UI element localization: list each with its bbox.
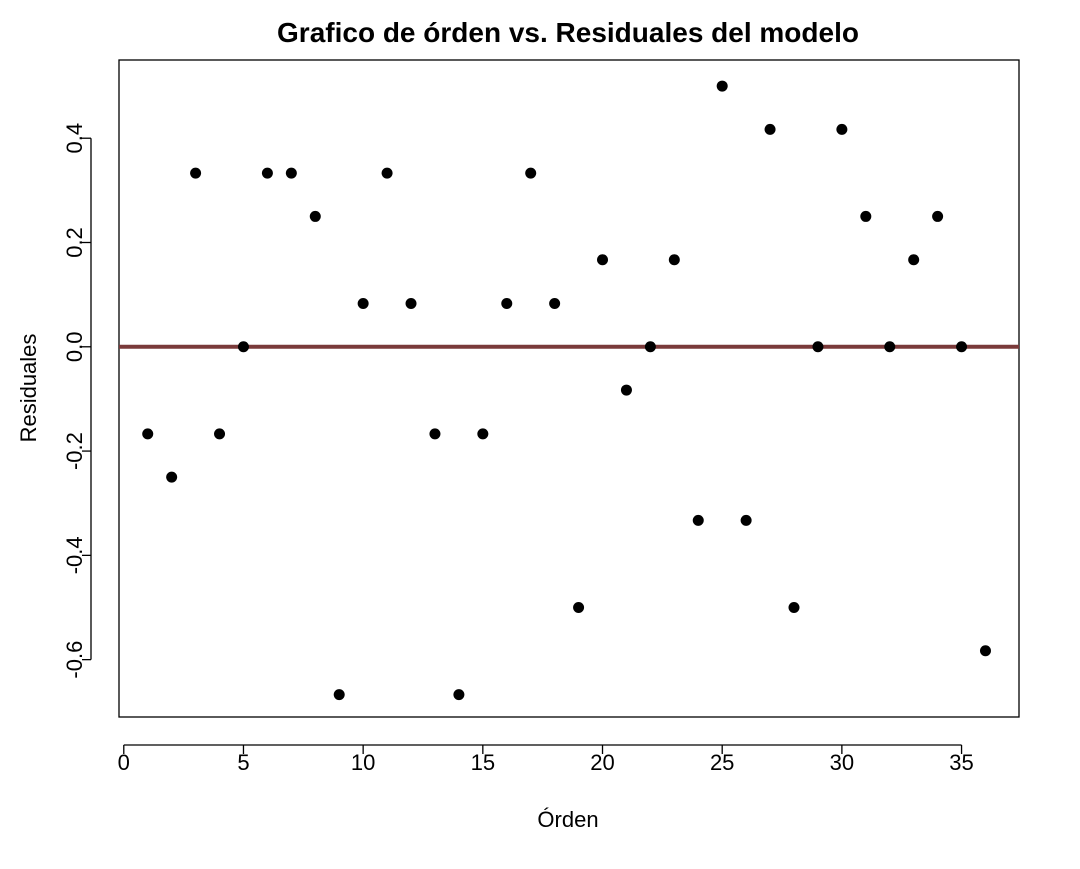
data-point bbox=[788, 602, 800, 613]
data-point bbox=[860, 210, 872, 222]
data-point bbox=[573, 602, 585, 613]
data-point bbox=[908, 254, 920, 266]
plot-frame bbox=[118, 59, 1020, 718]
data-point bbox=[884, 341, 896, 353]
data-point bbox=[190, 167, 202, 179]
data-point bbox=[932, 210, 944, 222]
data-point bbox=[429, 428, 441, 440]
y-tick-label: 0.0 bbox=[62, 331, 87, 362]
x-tick-label: 0 bbox=[118, 750, 130, 775]
data-point bbox=[620, 384, 632, 396]
y-tick-label: -0.2 bbox=[62, 432, 87, 470]
chart-title: Grafico de órden vs. Residuales del mode… bbox=[277, 17, 859, 48]
x-tick-label: 25 bbox=[710, 750, 734, 775]
y-tick-label: -0.6 bbox=[62, 641, 87, 679]
x-tick-label: 20 bbox=[590, 750, 614, 775]
data-point bbox=[453, 689, 465, 701]
data-point bbox=[285, 167, 297, 179]
data-point bbox=[668, 254, 680, 266]
data-point bbox=[644, 341, 656, 353]
data-point bbox=[549, 298, 561, 310]
data-point bbox=[381, 167, 393, 179]
x-tick-label: 30 bbox=[830, 750, 854, 775]
data-point bbox=[764, 123, 776, 135]
plot-area: 0 5 10 15 20 25 30 35 -0.6 -0.4 -0.2 0.0 0.2 0.4 bbox=[62, 59, 1020, 775]
data-point bbox=[525, 167, 537, 179]
data-point bbox=[261, 167, 273, 179]
data-point bbox=[836, 123, 848, 135]
data-point bbox=[716, 80, 728, 92]
x-tick-label: 5 bbox=[237, 750, 249, 775]
data-point bbox=[477, 428, 489, 440]
data-point bbox=[333, 689, 345, 701]
data-point bbox=[501, 298, 513, 310]
data-point bbox=[357, 298, 369, 310]
data-point bbox=[597, 254, 609, 266]
data-point bbox=[237, 341, 249, 353]
data-point bbox=[166, 471, 178, 483]
y-tick-label: 0.2 bbox=[62, 227, 87, 258]
y-axis-label: Residuales bbox=[16, 334, 41, 443]
data-point bbox=[956, 341, 968, 353]
data-point bbox=[740, 514, 752, 526]
x-axis-label: Órden bbox=[537, 807, 598, 832]
x-tick-label: 15 bbox=[471, 750, 495, 775]
data-point bbox=[692, 514, 704, 526]
data-point bbox=[979, 645, 991, 657]
y-tick-label: -0.4 bbox=[62, 536, 87, 574]
data-point bbox=[142, 428, 154, 440]
data-point bbox=[405, 298, 417, 310]
data-point bbox=[812, 341, 824, 353]
data-point bbox=[309, 210, 321, 222]
x-tick-label: 35 bbox=[949, 750, 973, 775]
y-tick-label: 0.4 bbox=[62, 123, 87, 154]
data-point bbox=[214, 428, 226, 440]
x-tick-label: 10 bbox=[351, 750, 375, 775]
